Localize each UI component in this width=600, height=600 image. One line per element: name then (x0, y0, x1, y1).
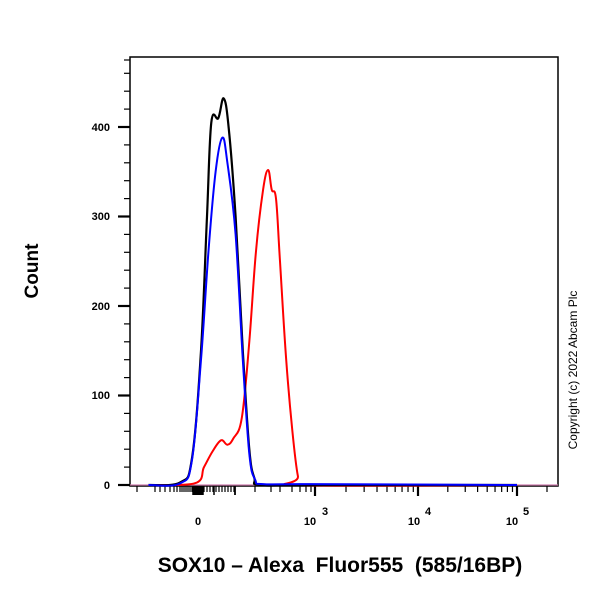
svg-text:4: 4 (425, 506, 432, 518)
x-axis (136, 486, 548, 496)
y-tick-label-200: 200 (92, 301, 110, 313)
x-tick-label-10e4: 10 4 (408, 506, 432, 528)
y-tick-label-400: 400 (92, 122, 110, 134)
y-axis-title: Count (22, 243, 43, 299)
x-tick-label-10e5: 10 5 (506, 506, 529, 528)
y-tick-label-300: 300 (92, 211, 110, 223)
y-tick-label-0: 0 (104, 480, 110, 492)
svg-text:5: 5 (523, 506, 529, 518)
svg-text:10: 10 (304, 516, 316, 528)
series-red-line (148, 169, 518, 487)
copyright-notice: Copyright (c) 2022 Abcam Plc (566, 291, 580, 450)
svg-text:10: 10 (408, 516, 420, 528)
x-tick-label-0: 0 (195, 516, 201, 528)
x-axis-title: SOX10 – Alexa Fluor555 (585/16BP) (158, 554, 523, 577)
y-axis (118, 59, 130, 487)
y-tick-label-100: 100 (92, 390, 110, 402)
plot-frame (129, 56, 559, 487)
x-tick-label-10e3: 10 3 (304, 506, 328, 528)
series-blue-line (148, 136, 518, 487)
svg-text:3: 3 (322, 506, 328, 518)
svg-text:10: 10 (506, 516, 518, 528)
